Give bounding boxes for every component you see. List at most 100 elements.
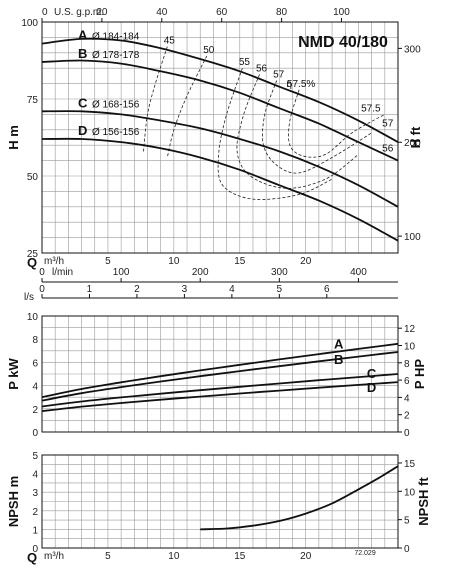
head-curve-letter: B [78,46,87,61]
head-curve-b [41,59,399,162]
npsh-ft-tick: 15 [404,459,416,470]
hp-tick: 10 [404,341,416,352]
power-y-tick: 4 [32,382,38,393]
head-y-axis-label: H m [6,125,21,150]
head-curve-c [41,110,399,208]
head-curve-letter: C [78,95,88,110]
efficiency-label: 57 [273,70,285,81]
npsh-y-tick: 4 [32,470,38,481]
head-curve-diameter: Ø 156-156 [92,127,140,138]
power-curve-a [41,342,399,399]
head-curve-a [41,37,399,143]
gpm-tick: 100 [333,7,350,18]
hp-tick: 2 [404,411,410,422]
npsh-y-tick: 1 [32,525,38,536]
power-curve-letter: B [334,352,343,367]
power-y-axis-label: P kW [6,358,21,390]
npsh-x-axis-letter: Q [27,550,37,565]
ls-tick: 1 [87,284,93,295]
efficiency-side-label: 57 [382,119,394,130]
head-y-tick: 25 [27,249,39,260]
npsh-ft-tick: 0 [404,544,410,555]
lmin-tick: 200 [192,267,209,278]
head-x-tick: 5 [105,256,111,267]
npsh-y-tick: 0 [32,544,38,555]
efficiency-curve-56 [236,74,359,189]
npsh-x-tick: 20 [300,551,312,562]
ls-axis-label: l/s [24,292,34,303]
gpm-tick: 40 [156,7,168,18]
lmin-tick: 0 [39,267,45,278]
gpm-tick: 80 [276,7,288,18]
head-curve-diameter: Ø 184-184 [92,32,140,43]
power-y-tick: 6 [32,358,38,369]
gpm-axis-label: U.S. g.p.m. [54,7,104,18]
ft-tick: 200 [404,138,421,149]
chart-footnote: 72.029 [354,550,376,557]
head-curve-diameter: Ø 178-178 [92,50,140,61]
head-y2-axis-label: H ft [408,126,423,148]
hp-tick: 6 [404,376,410,387]
npsh-x-tick: 10 [168,551,180,562]
hp-tick: 8 [404,359,410,370]
efficiency-curve-57 [262,80,372,174]
npsh-x-tick: 5 [105,551,111,562]
head-y-tick: 50 [27,172,39,183]
npsh-y-tick: 5 [32,451,38,462]
efficiency-curve-55 [217,68,333,200]
head-frame [41,21,399,254]
npsh-frame [41,454,399,549]
power-y-tick: 2 [32,405,38,416]
power-curve-c [41,373,399,408]
npsh-x-tick: 15 [234,551,246,562]
npsh-y2-axis-label: NPSH ft [416,477,431,526]
efficiency-label: 57.5% [287,79,315,90]
ls-tick: 4 [229,284,235,295]
gpm-tick: 60 [216,7,228,18]
head-curve-diameter: Ø 168-156 [92,99,140,110]
hp-tick: 4 [404,393,410,404]
efficiency-label: 55 [239,57,251,68]
ls-tick: 0 [39,284,45,295]
efficiency-curve-45 [143,46,168,152]
head-y-tick: 100 [21,18,38,29]
ls-tick: 6 [324,284,330,295]
npsh-ft-tick: 5 [404,516,410,527]
head-curve-letter: A [78,28,88,43]
head-x-axis-letter: Q [27,255,37,270]
head-x-tick: 10 [168,256,180,267]
ls-tick: 3 [182,284,188,295]
lmin-axis-label: l/min [52,267,73,278]
efficiency-label: 45 [164,36,176,47]
efficiency-side-label: 56 [382,143,394,154]
hp-tick: 12 [404,324,416,335]
lmin-tick: 300 [271,267,288,278]
head-x-tick: 15 [234,256,246,267]
efficiency-side-label: 57.5 [361,103,381,114]
gpm-zero-tick: 0 [42,7,48,18]
ft-tick: 100 [404,232,421,243]
lmin-tick: 400 [350,267,367,278]
head-y-tick: 75 [27,95,39,106]
efficiency-curve-50 [166,55,208,158]
npsh-ft-tick: 10 [404,487,416,498]
ft-tick: 300 [404,44,421,55]
head-x-tick: 20 [300,256,312,267]
power-y-tick: 8 [32,335,38,346]
npsh-y-axis-label: NPSH m [6,476,21,527]
npsh-y-tick: 3 [32,488,38,499]
power-y-tick: 0 [32,428,38,439]
eta-symbol: η [286,79,292,90]
power-y-tick: 10 [27,312,39,323]
power-curve-letter: D [367,380,376,395]
ls-tick: 2 [134,284,140,295]
gpm-tick: 20 [96,7,108,18]
npsh-y-tick: 2 [32,507,38,518]
hp-tick: 0 [404,428,410,439]
efficiency-curve-57.5 [288,89,385,158]
lmin-tick: 100 [113,267,130,278]
efficiency-label: 50 [203,45,215,56]
head-curve-letter: D [78,123,87,138]
ls-tick: 5 [277,284,283,295]
